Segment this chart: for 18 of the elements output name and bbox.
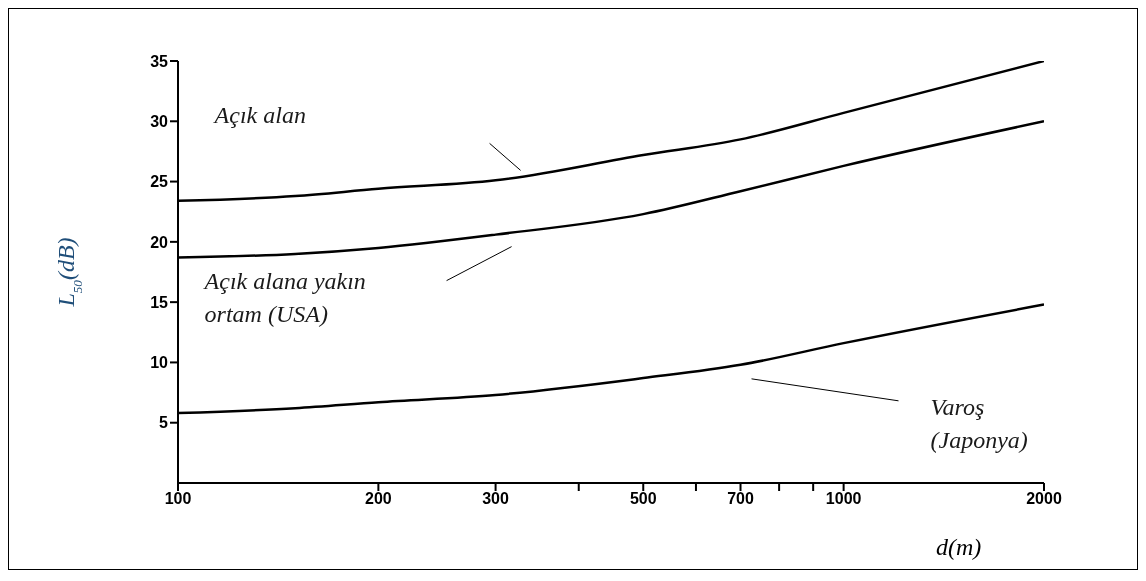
y-tick-label: 20 [150, 233, 169, 251]
x-tick-label: 300 [482, 490, 510, 508]
text: Açık alan [212, 102, 306, 129]
x-tick-label: 200 [365, 490, 392, 508]
y-tick-label: 5 [159, 414, 169, 432]
x-tick-label: 700 [727, 490, 754, 508]
y-tick-label: 25 [150, 173, 169, 191]
x-tick-label: 1000 [825, 490, 862, 508]
series-label: Açık alana yakın ortam (USA) [202, 267, 366, 327]
x-tick-label: 500 [629, 490, 657, 508]
x-tick-label: 2000 [1026, 490, 1062, 508]
x-tick-label: 100 [164, 490, 192, 508]
y-tick-label: 35 [150, 52, 169, 70]
y-tick-label: 30 [150, 112, 169, 130]
x-axis-title: d(m) [936, 534, 982, 560]
y-tick-label: 15 [150, 293, 169, 311]
text: Varoş (Japonya) [930, 393, 1028, 453]
y-tick-label: 10 [150, 354, 169, 372]
